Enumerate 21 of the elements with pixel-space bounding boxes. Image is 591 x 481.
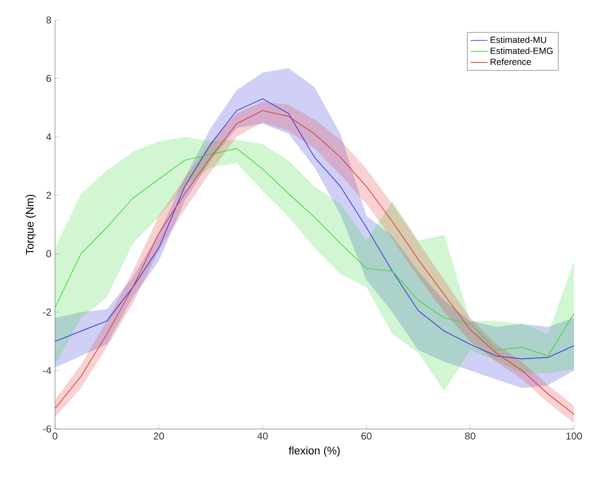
x-tick-label: 80	[465, 432, 476, 440]
line-series	[55, 148, 574, 356]
x-tick-label: 0	[52, 432, 58, 440]
y-tick-label: 2	[46, 192, 51, 199]
y-tick-label: 8	[46, 16, 52, 24]
x-tick-label: 40	[257, 432, 268, 440]
y-axis-title: Torque (Nm)	[26, 194, 36, 255]
legend-label: Estimated-MU	[490, 36, 546, 44]
line-series	[55, 98, 574, 360]
legend-label: Reference	[490, 58, 531, 65]
y-tick-label: -6	[43, 425, 52, 433]
legend-label: Estimated-EMG	[490, 47, 553, 54]
y-tick-label: 6	[46, 74, 52, 82]
x-tick-label: 60	[361, 432, 372, 440]
y-tick-label: -2	[43, 308, 51, 316]
y-tick-label: -4	[43, 367, 52, 374]
x-tick-label: 100	[566, 432, 582, 440]
y-tick-label: 4	[46, 133, 52, 140]
x-axis-title: flexion (%)	[288, 446, 340, 457]
x-tick-label: 20	[154, 432, 164, 440]
y-tick-label: 0	[46, 250, 52, 258]
